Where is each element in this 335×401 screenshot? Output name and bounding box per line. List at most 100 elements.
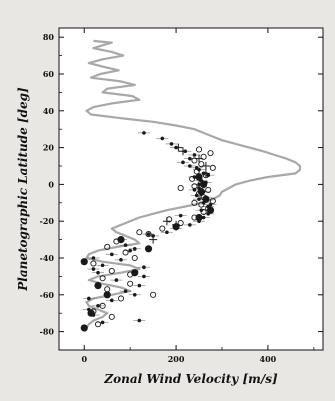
data-point-plus xyxy=(201,162,210,170)
data-point-dot xyxy=(91,267,96,271)
data-point-dot xyxy=(178,213,183,218)
y-tick-label: -40 xyxy=(40,253,55,263)
data-point-large-dot xyxy=(200,180,208,188)
data-point-open-circle xyxy=(99,275,106,282)
data-point-open-circle xyxy=(177,219,184,227)
data-point-dot xyxy=(201,215,206,220)
data-point-dot xyxy=(169,142,174,146)
data-point-open-circle xyxy=(191,199,198,206)
data-point-dot xyxy=(96,270,100,275)
data-point-open-circle xyxy=(205,186,212,193)
data-point-open-circle xyxy=(195,146,203,153)
data-point-dot xyxy=(197,197,201,201)
data-point-open-circle xyxy=(145,231,152,238)
data-point-large-dot xyxy=(195,213,203,222)
data-point-dot xyxy=(114,278,119,282)
data-point-open-circle xyxy=(108,313,115,320)
data-point-open-circle xyxy=(177,185,184,192)
y-tick-label: -60 xyxy=(40,290,55,300)
y-tick-label: -20 xyxy=(40,216,55,226)
y-tick-label: 0 xyxy=(48,179,54,189)
data-point-dot xyxy=(132,293,137,297)
data-point-open-circle xyxy=(191,183,198,190)
data-point-plus xyxy=(172,220,181,229)
data-point-dot xyxy=(188,223,192,227)
data-point-plus xyxy=(174,143,183,152)
x-tick-label: 0 xyxy=(81,354,87,364)
data-point-dot xyxy=(142,265,146,270)
data-point-dot xyxy=(208,202,213,207)
data-point-dot xyxy=(96,304,100,308)
data-point-large-dot xyxy=(202,195,210,203)
data-point-dot xyxy=(192,153,197,157)
data-point-dot xyxy=(188,156,192,161)
data-point-dot xyxy=(123,243,128,247)
plot-frame xyxy=(58,27,324,351)
x-axis-label: Zonal Wind Velocity [m/s] xyxy=(103,372,278,386)
data-point-dot xyxy=(165,230,169,235)
data-point-dot xyxy=(110,252,114,257)
y-tick-label: 40 xyxy=(43,106,55,116)
data-point-large-dot xyxy=(197,188,205,196)
y-tick-label: -80 xyxy=(40,327,55,337)
data-point-open-circle xyxy=(94,321,102,328)
data-point-dot xyxy=(128,248,132,253)
data-point-open-circle xyxy=(122,249,129,256)
data-point-open-circle xyxy=(209,164,216,171)
data-point-dot xyxy=(132,247,137,251)
data-point-large-dot xyxy=(94,282,102,290)
data-point-open-circle xyxy=(209,197,216,205)
data-point-plus xyxy=(178,147,187,156)
y-tick-label: 80 xyxy=(43,32,55,42)
y-axis-label: Planetographic Latitude [deg] xyxy=(16,87,30,292)
data-point-plus xyxy=(201,169,210,178)
data-point-large-dot xyxy=(144,245,153,253)
data-point-open-circle xyxy=(131,254,138,262)
data-point-large-dot xyxy=(80,324,88,332)
y-tick-label: 20 xyxy=(43,143,55,153)
data-point-open-circle xyxy=(136,229,143,236)
data-point-open-circle xyxy=(104,243,111,251)
data-point-dot xyxy=(146,232,151,236)
data-point-large-dot xyxy=(80,258,88,266)
data-point-dot xyxy=(137,318,142,323)
data-point-open-circle xyxy=(198,201,205,208)
data-point-plus xyxy=(149,235,158,244)
data-point-open-circle xyxy=(193,168,200,175)
data-point-large-dot xyxy=(195,173,203,181)
data-point-dot xyxy=(160,136,165,141)
data-point-open-circle xyxy=(117,295,125,302)
data-point-dot xyxy=(100,320,105,325)
data-point-large-dot xyxy=(206,206,215,214)
data-point-open-circle xyxy=(191,157,198,164)
data-point-dot xyxy=(100,263,105,268)
y-tick-label: 60 xyxy=(43,69,55,79)
data-point-open-circle xyxy=(198,161,205,168)
data-point-large-dot xyxy=(117,236,125,244)
data-point-dot xyxy=(119,258,123,262)
x-tick-label: 400 xyxy=(260,354,277,364)
data-point-open-circle xyxy=(150,291,157,298)
data-point-open-circle xyxy=(108,267,115,274)
data-point-large-dot xyxy=(103,291,111,299)
x-tick-label: 200 xyxy=(168,354,185,364)
data-point-dot xyxy=(142,274,146,279)
data-point-open-circle xyxy=(200,153,207,160)
data-point-large-dot xyxy=(131,269,139,277)
data-point-open-circle xyxy=(159,225,166,232)
data-point-open-circle xyxy=(189,175,196,182)
marker-layer xyxy=(80,131,217,332)
data-point-large-dot xyxy=(87,309,95,317)
data-point-dot xyxy=(91,256,96,260)
data-point-open-circle xyxy=(207,150,214,157)
data-point-plus xyxy=(162,217,171,226)
data-point-dot xyxy=(87,296,91,301)
data-point-dot xyxy=(123,289,128,293)
data-point-plus xyxy=(195,154,204,163)
data-point-open-circle xyxy=(99,302,106,309)
data-point-open-circle xyxy=(90,260,97,267)
data-point-dot xyxy=(137,283,142,288)
data-point-dot xyxy=(181,160,185,165)
